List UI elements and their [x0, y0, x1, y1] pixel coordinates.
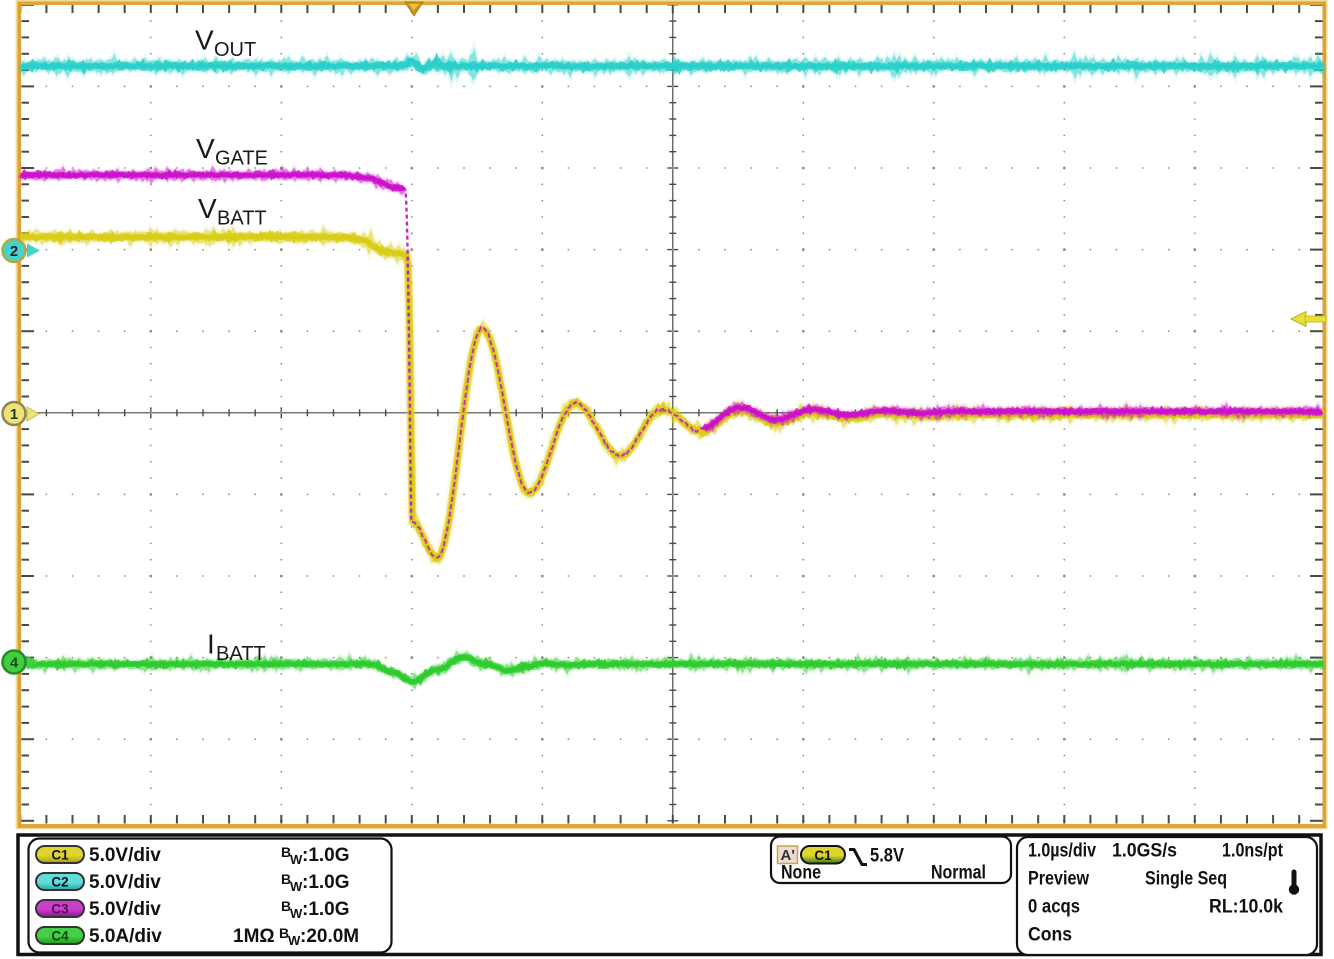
svg-text:W: W: [290, 879, 303, 894]
svg-text:B: B: [281, 871, 291, 887]
svg-text:W: W: [290, 852, 303, 867]
svg-text:Cons: Cons: [1028, 925, 1072, 946]
svg-text:5.0V/div: 5.0V/div: [89, 845, 161, 866]
svg-text:Preview: Preview: [1028, 869, 1089, 890]
svg-text:C3: C3: [51, 902, 69, 917]
svg-text:B: B: [281, 898, 291, 914]
svg-text:C1: C1: [51, 848, 69, 863]
svg-text:5.0A/div: 5.0A/div: [89, 926, 162, 947]
svg-text:1MΩ: 1MΩ: [233, 926, 275, 947]
svg-text:GATE: GATE: [215, 148, 268, 170]
svg-text:Single Seq: Single Seq: [1145, 869, 1227, 890]
svg-text:None: None: [781, 863, 821, 884]
svg-text:A': A': [781, 847, 795, 864]
svg-text:RL:10.0k: RL:10.0k: [1209, 897, 1283, 918]
svg-text:OUT: OUT: [214, 39, 256, 61]
svg-text::1.0G: :1.0G: [302, 872, 350, 893]
svg-text:I: I: [207, 629, 215, 660]
svg-text::20.0M: :20.0M: [300, 926, 359, 947]
svg-text:1: 1: [10, 406, 18, 423]
svg-text:Normal: Normal: [931, 863, 986, 884]
svg-text:V: V: [196, 133, 215, 164]
svg-text:W: W: [288, 933, 301, 948]
svg-text:B: B: [279, 925, 289, 941]
svg-text:2: 2: [10, 243, 18, 260]
svg-text:V: V: [195, 25, 214, 56]
svg-text:1.0ns/pt: 1.0ns/pt: [1222, 841, 1284, 862]
svg-text:5.0V/div: 5.0V/div: [89, 872, 161, 893]
svg-text:4: 4: [10, 655, 19, 672]
svg-text:BATT: BATT: [216, 643, 266, 665]
svg-text:C2: C2: [51, 875, 68, 890]
svg-text:C1: C1: [814, 848, 832, 863]
svg-text::1.0G: :1.0G: [302, 899, 350, 920]
svg-text:BATT: BATT: [217, 208, 267, 230]
svg-text:B: B: [281, 844, 291, 860]
svg-text:W: W: [290, 906, 303, 921]
svg-text:C4: C4: [51, 929, 69, 944]
svg-text:5.0V/div: 5.0V/div: [89, 899, 161, 920]
svg-text:0 acqs: 0 acqs: [1028, 897, 1080, 918]
svg-text:5.8V: 5.8V: [870, 846, 904, 867]
svg-text:V: V: [198, 193, 217, 224]
svg-text:1.0GS/s: 1.0GS/s: [1112, 841, 1177, 862]
svg-text:1.0µs/div: 1.0µs/div: [1028, 841, 1096, 862]
svg-text::1.0G: :1.0G: [302, 845, 350, 866]
